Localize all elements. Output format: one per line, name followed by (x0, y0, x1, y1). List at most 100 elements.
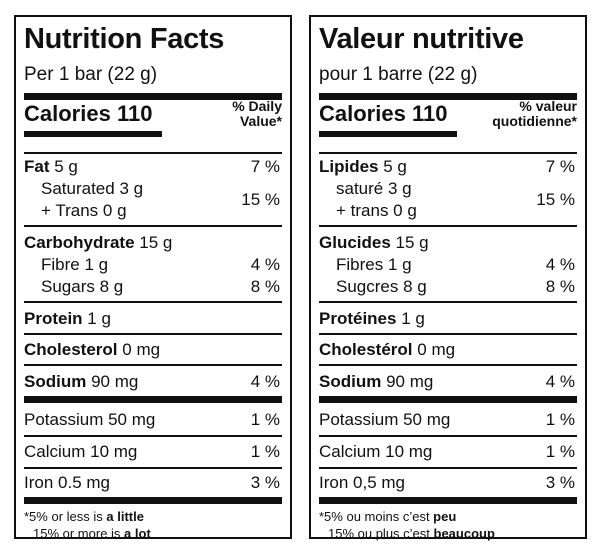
divider (319, 152, 577, 154)
panel-inner: Valeur nutritive pour 1 barre (22 g) Cal… (319, 17, 577, 541)
fat-row: Fat 5 g 7 % (24, 157, 282, 177)
sugars-label: Sugars 8 g (41, 277, 124, 296)
iron-row: Iron 0.5 mg 3 % (24, 473, 282, 493)
footnote-emphasis: a lot (124, 526, 151, 541)
calcium-dv: 1 % (250, 442, 280, 461)
footnote-line2: 15% ou plus c’est beaucoup (328, 526, 495, 541)
carb-label: Glucides (319, 233, 391, 252)
panel-inner: Nutrition Facts Per 1 bar (22 g) Calorie… (24, 17, 282, 541)
sugars-dv: 8 % (250, 277, 280, 296)
divider (24, 467, 282, 469)
dv-header-line2: quotidienne* (492, 113, 577, 129)
carbohydrate-row: Carbohydrate 15 g (24, 233, 282, 253)
thick-divider (24, 93, 282, 100)
saturated-label: Saturated 3 g (41, 179, 144, 198)
footnote-emphasis: beaucoup (433, 526, 495, 541)
divider (24, 152, 282, 154)
fat-amount: 5 g (54, 157, 78, 176)
calories-label: Calories (319, 101, 406, 126)
fat-row: Lipides 5 g 7 % (319, 157, 577, 177)
protein-amount: 1 g (401, 309, 425, 328)
fat-label: Lipides (319, 157, 379, 176)
saturated-label: saturé 3 g (336, 179, 412, 198)
footnote-text: 15% or more is (33, 526, 125, 541)
sodium-dv: 4 % (250, 372, 280, 391)
fat-label: Fat (24, 157, 50, 176)
carbohydrate-row: Glucides 15 g (319, 233, 577, 253)
fibre-row: Fibres 1 g 4 % (319, 255, 577, 275)
saturated-row: Saturated 3 g (24, 179, 282, 199)
sugars-row: Sugcres 8 g 8 % (319, 277, 577, 297)
potassium-dv: 1 % (545, 410, 575, 429)
trans-row: + trans 0 g (319, 201, 577, 221)
sugars-dv: 8 % (545, 277, 575, 296)
sodium-row: Sodium 90 mg 4 % (319, 372, 577, 392)
sodium-dv: 4 % (545, 372, 575, 391)
footnote-line2: 15% or more is a lot (33, 526, 151, 541)
sodium-row: Sodium 90 mg 4 % (24, 372, 282, 392)
calories-underline (24, 131, 162, 137)
fat-dv: 7 % (250, 157, 280, 176)
calcium-row: Calcium 10 mg 1 % (319, 442, 577, 462)
fibre-label: Fibres 1 g (336, 255, 412, 274)
thick-divider (319, 93, 577, 100)
protein-row: Protein 1 g (24, 309, 282, 329)
divider (319, 333, 577, 335)
footnote-line1: *5% or less is a little (24, 509, 144, 524)
cholesterol-amount: 0 mg (417, 340, 456, 359)
divider (319, 467, 577, 469)
iron-dv: 3 % (545, 473, 575, 492)
footnote-text: *5% or less is (24, 509, 107, 524)
carb-label: Carbohydrate (24, 233, 135, 252)
fibre-label: Fibre 1 g (41, 255, 109, 274)
trans-label: + Trans 0 g (41, 201, 127, 220)
protein-label: Protéines (319, 309, 397, 328)
protein-row: Protéines 1 g (319, 309, 577, 329)
potassium-label: Potassium 50 mg (319, 410, 451, 429)
calories-value: 110 (411, 101, 448, 126)
calories-line: Calories 110 (319, 101, 447, 127)
iron-row: Iron 0,5 mg 3 % (319, 473, 577, 493)
divider (24, 435, 282, 437)
divider (24, 333, 282, 335)
footnote-emphasis: peu (433, 509, 457, 524)
divider (319, 225, 577, 227)
divider (24, 301, 282, 303)
divider (24, 364, 282, 366)
divider (319, 301, 577, 303)
nutrition-facts-panel-en: Nutrition Facts Per 1 bar (22 g) Calorie… (14, 15, 292, 541)
iron-dv: 3 % (250, 473, 280, 492)
cholesterol-amount: 0 mg (122, 340, 161, 359)
protein-label: Protein (24, 309, 83, 328)
calories-line: Calories 110 (24, 101, 152, 127)
calories-label: Calories (24, 101, 111, 126)
thick-divider (319, 497, 577, 504)
calories-value: 110 (116, 101, 153, 126)
divider (319, 364, 577, 366)
panel-title: Valeur nutritive (319, 23, 524, 55)
cholesterol-label: Cholestérol (319, 340, 413, 359)
potassium-dv: 1 % (250, 410, 280, 429)
fibre-dv: 4 % (545, 255, 575, 274)
thick-divider (319, 396, 577, 403)
sodium-label: Sodium (24, 372, 87, 391)
calcium-label: Calcium 10 mg (24, 442, 138, 461)
carb-amount: 15 g (395, 233, 429, 252)
potassium-row: Potassium 50 mg 1 % (319, 410, 577, 430)
sat-trans-dv: 15 % (536, 190, 575, 209)
cholesterol-row: Cholestérol 0 mg (319, 340, 577, 360)
protein-amount: 1 g (87, 309, 111, 328)
calcium-dv: 1 % (545, 442, 575, 461)
footnote-text: 15% ou plus c’est (328, 526, 434, 541)
cholesterol-label: Cholesterol (24, 340, 118, 359)
cholesterol-row: Cholesterol 0 mg (24, 340, 282, 360)
fat-amount: 5 g (383, 157, 407, 176)
calcium-row: Calcium 10 mg 1 % (24, 442, 282, 462)
sodium-label: Sodium (319, 372, 382, 391)
divider (24, 225, 282, 227)
sat-trans-dv: 15 % (241, 190, 280, 209)
dv-header-line1: % Daily (232, 98, 282, 114)
dv-header-line1: % valeur (519, 98, 577, 114)
serving-size: Per 1 bar (22 g) (24, 64, 158, 85)
fibre-dv: 4 % (250, 255, 280, 274)
